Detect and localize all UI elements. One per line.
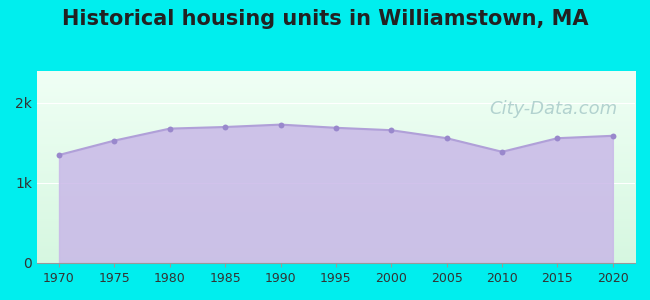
Point	[109, 138, 120, 143]
Point	[276, 122, 286, 127]
Point	[54, 153, 64, 158]
Point	[497, 149, 507, 154]
Point	[331, 125, 341, 130]
Point	[220, 124, 230, 129]
Text: Historical housing units in Williamstown, MA: Historical housing units in Williamstown…	[62, 9, 588, 29]
Point	[608, 134, 618, 138]
Point	[164, 126, 175, 131]
Point	[552, 136, 563, 141]
Point	[386, 128, 396, 133]
Point	[441, 136, 452, 141]
Text: City-Data.com: City-Data.com	[489, 100, 617, 118]
